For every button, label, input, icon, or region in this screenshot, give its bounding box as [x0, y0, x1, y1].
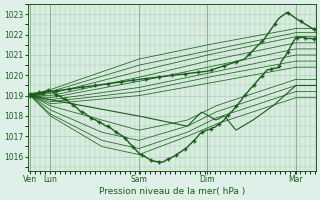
- X-axis label: Pression niveau de la mer( hPa ): Pression niveau de la mer( hPa ): [99, 187, 245, 196]
